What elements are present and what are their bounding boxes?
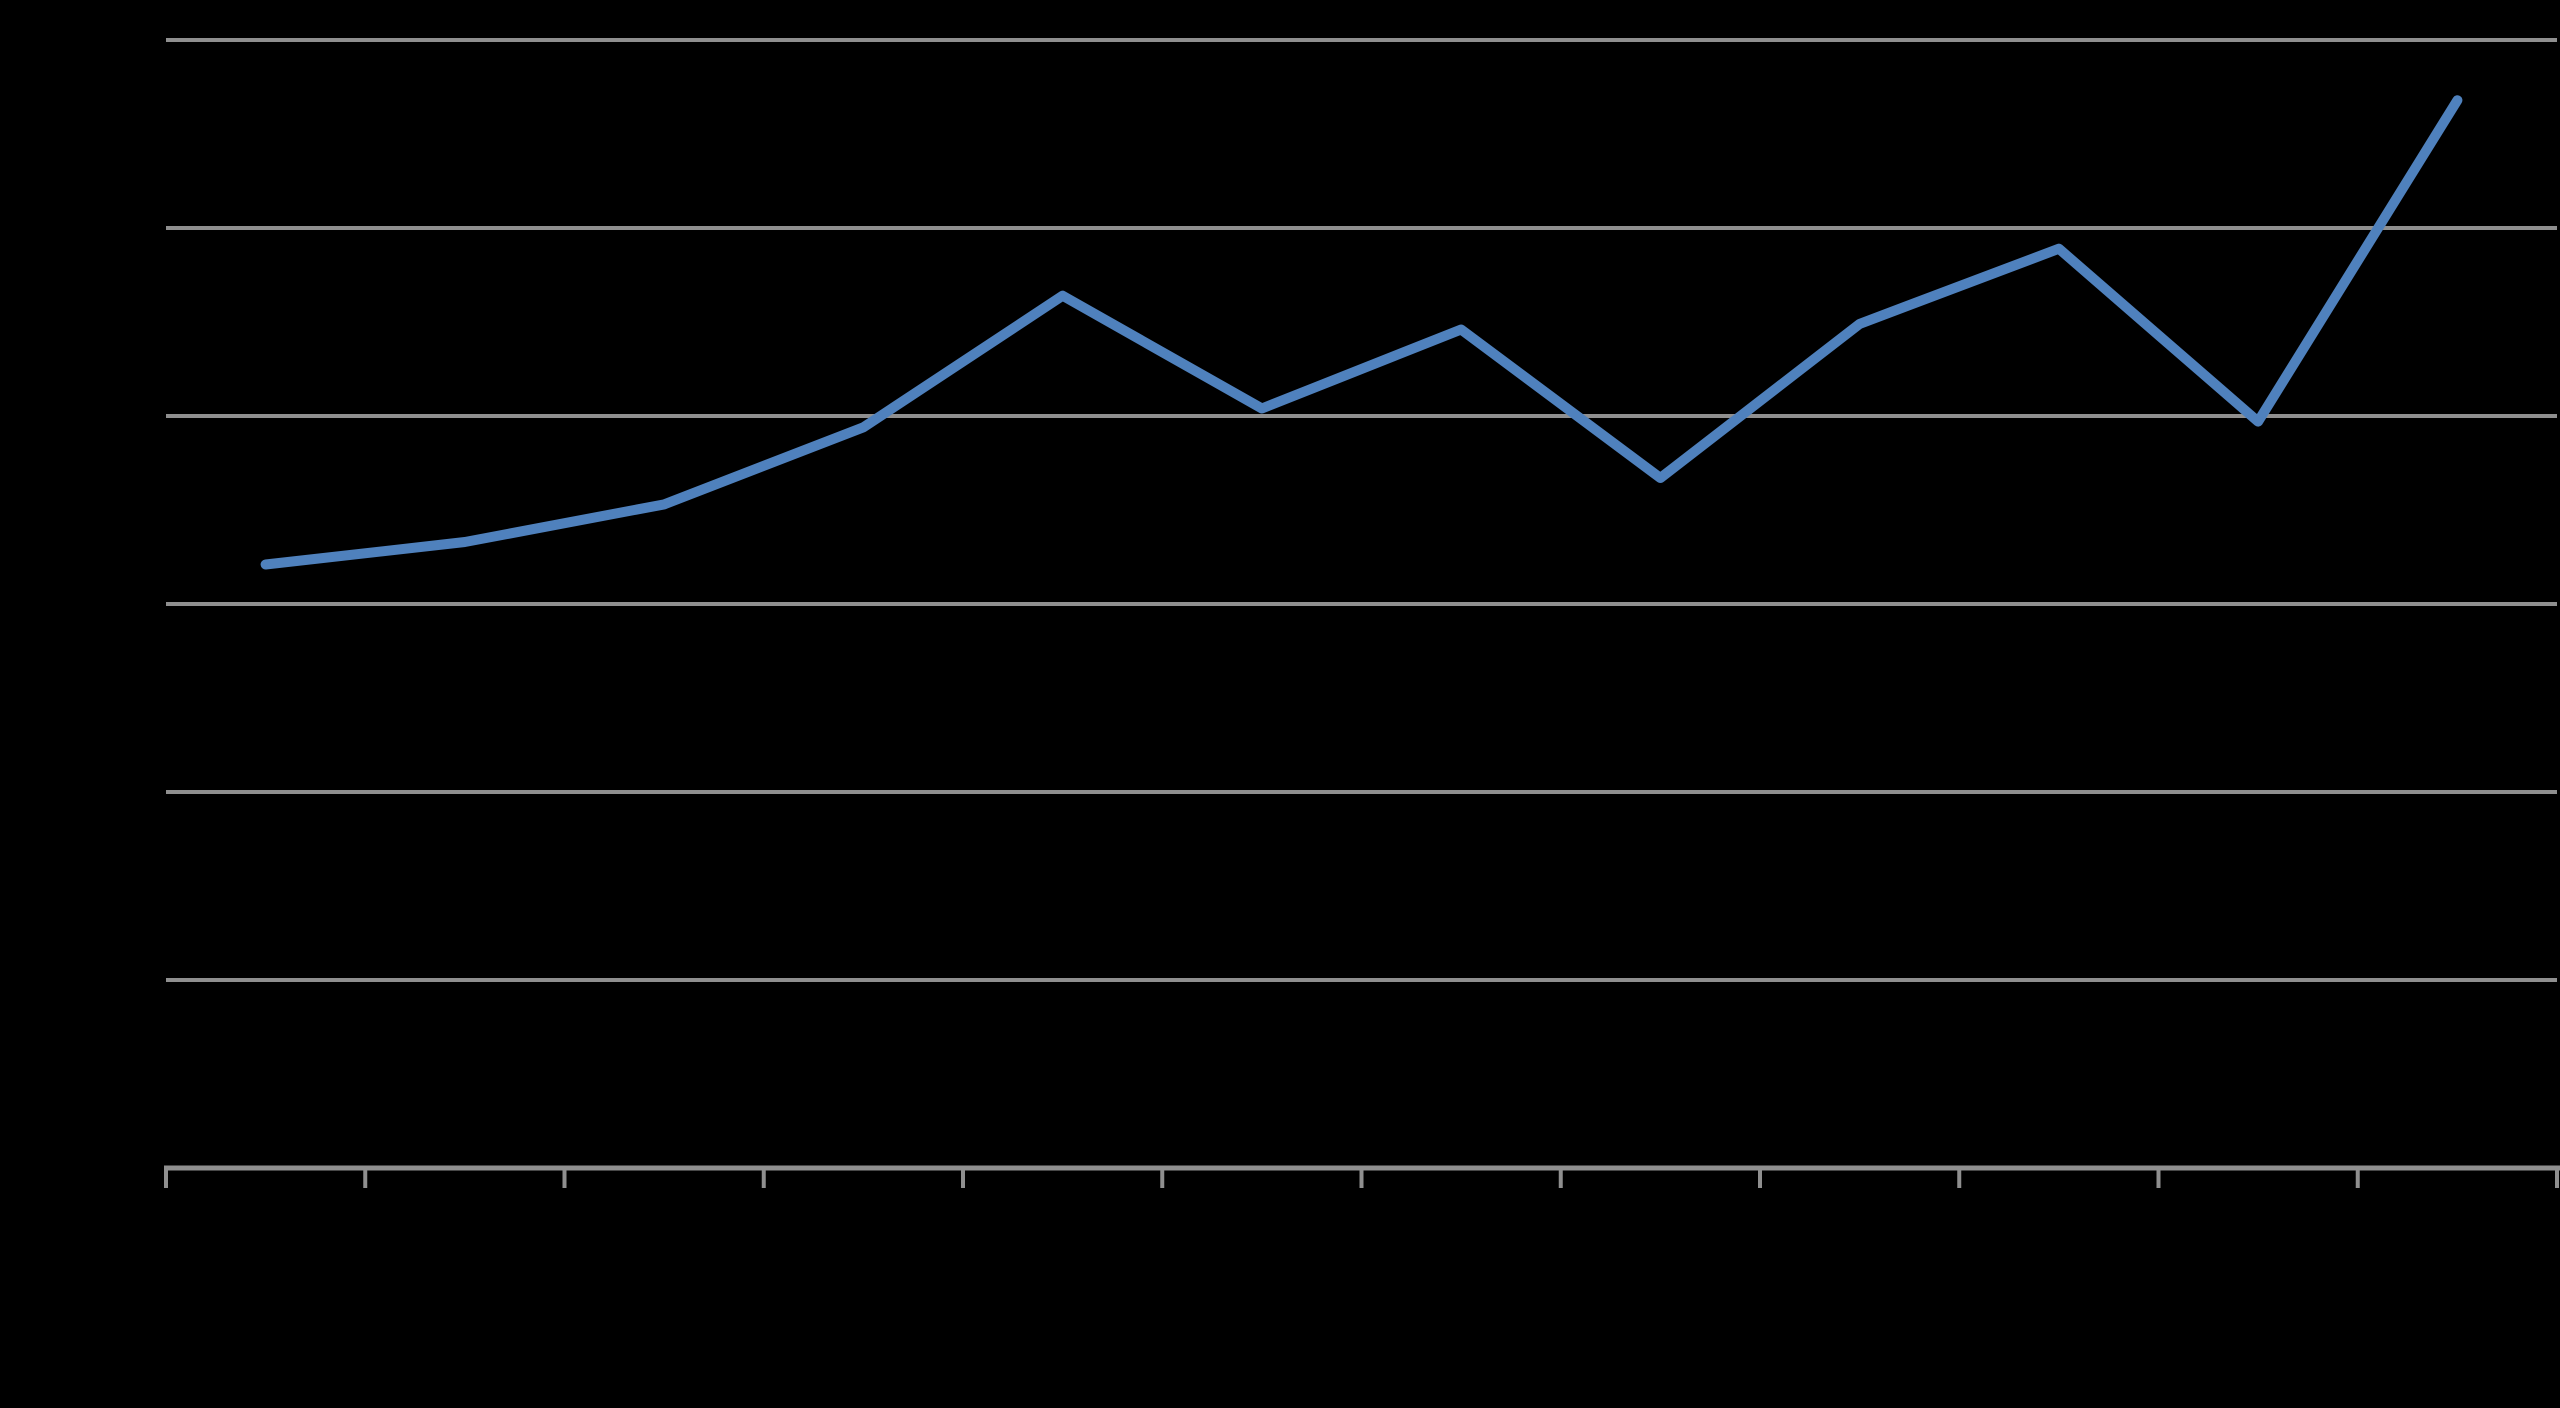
- series-group: [260, 95, 2463, 570]
- data-series-line: [260, 95, 2463, 570]
- gridlines-group: [166, 38, 2557, 982]
- x-axis-group: [164, 1165, 2560, 1188]
